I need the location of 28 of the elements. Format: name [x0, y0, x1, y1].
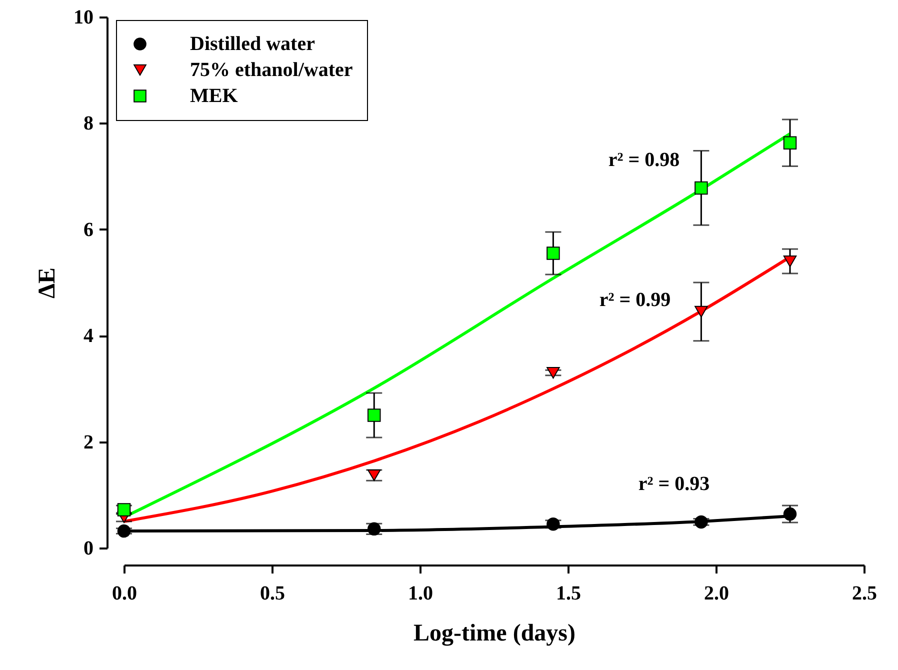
point: [694, 306, 708, 318]
x-tick-label: 0.0: [112, 582, 137, 604]
x-tick-label: 1.5: [556, 582, 581, 604]
point: [546, 246, 560, 260]
legend-label: Distilled water: [190, 33, 316, 55]
y-tick-label: 2: [84, 431, 94, 454]
point: [783, 136, 797, 150]
x-tick-label: 0.5: [260, 582, 285, 604]
x-tick-label: 2.0: [704, 582, 729, 604]
x-tick-label: 1.0: [408, 582, 433, 604]
point: [546, 366, 560, 379]
annotation: r² = 0.93: [638, 473, 710, 495]
y-tick-label: 10: [74, 6, 94, 28]
x-tick-label: 2.5: [852, 582, 877, 604]
legend-label: 75% ethanol/water: [190, 59, 353, 81]
x-axis-title: Log-time (days): [414, 620, 576, 646]
y-tick-label: 8: [84, 112, 94, 135]
point: [694, 181, 708, 195]
point: [783, 255, 797, 268]
point: [546, 517, 560, 531]
y-tick-label: 4: [84, 325, 94, 348]
y-axis-title: ΔE: [34, 267, 60, 299]
legend-label: MEK: [190, 85, 238, 107]
point: [367, 408, 381, 422]
y-tick-label: 6: [84, 218, 94, 241]
annotation: r² = 0.99: [599, 289, 671, 311]
annotation: r² = 0.98: [608, 149, 680, 171]
y-tick-label: 0: [84, 538, 94, 560]
